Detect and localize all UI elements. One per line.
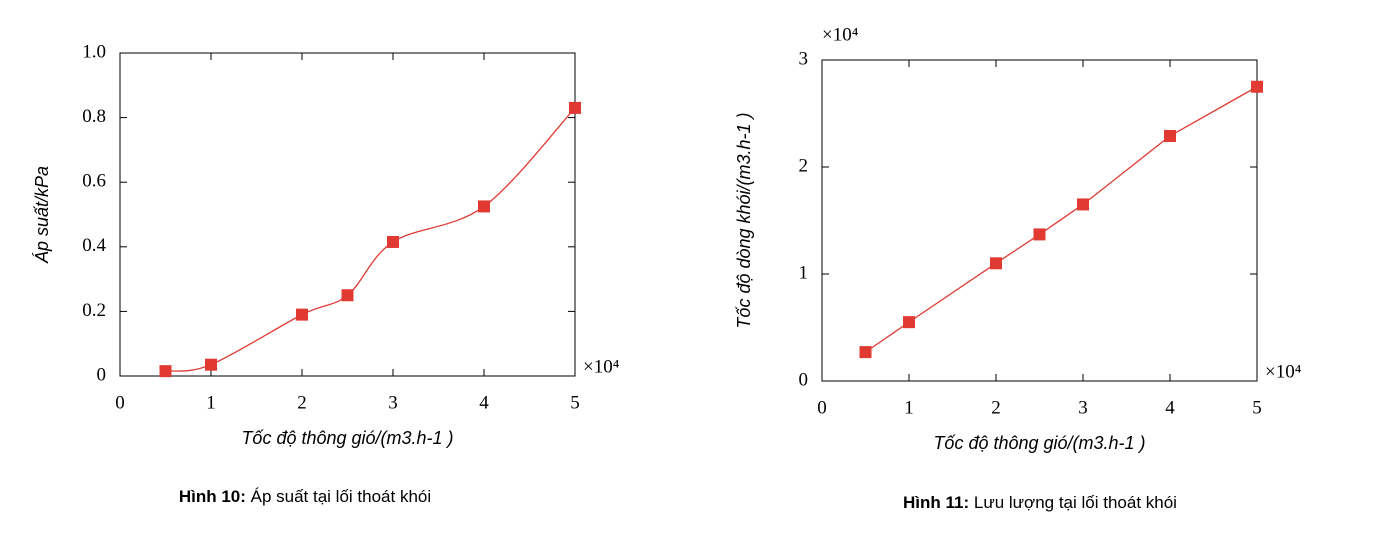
x-tick-label: 5 <box>1252 397 1262 418</box>
x-multiplier: ×10⁴ <box>1265 361 1302 382</box>
x-multiplier: ×10⁴ <box>583 356 620 377</box>
marker <box>387 235 399 248</box>
marker <box>478 200 490 213</box>
caption-text: Lưu lượng tại lối thoát khói <box>969 493 1177 512</box>
x-tick-label: 2 <box>297 392 307 413</box>
caption: Hình 10: Áp suất tại lối thoát khói <box>179 487 431 506</box>
x-tick-label: 5 <box>570 392 580 413</box>
x-tick-label: 3 <box>388 392 398 413</box>
marker <box>903 316 915 329</box>
y-tick-label: 0 <box>799 369 809 390</box>
y-tick-label: 0.4 <box>82 235 106 256</box>
x-axis-label: Tốc độ thông gió/(m3.h-1 ) <box>241 428 453 448</box>
y-tick-label: 0.6 <box>82 171 106 192</box>
x-tick-label: 0 <box>817 397 827 418</box>
x-axis-label: Tốc độ thông gió/(m3.h-1 ) <box>933 433 1145 453</box>
y-tick-label: 0.8 <box>82 106 106 127</box>
marker <box>1033 228 1046 241</box>
x-tick-label: 2 <box>991 397 1001 418</box>
x-tick-label: 0 <box>115 392 125 413</box>
y-axis-label: Áp suất/kPa <box>32 166 52 264</box>
y-tick-label: 0.2 <box>82 300 106 321</box>
marker <box>296 308 308 321</box>
caption-text: Áp suất tại lối thoát khói <box>246 487 431 506</box>
marker <box>1251 80 1263 93</box>
y-tick-label: 1 <box>799 262 809 283</box>
caption: Hình 11: Lưu lượng tại lối thoát khói <box>903 493 1177 512</box>
caption-label: Hình 11: <box>903 493 969 512</box>
x-tick-label: 4 <box>479 392 489 413</box>
y-tick-label: 1.0 <box>82 41 106 62</box>
line <box>165 107 576 372</box>
y-tick-label: 0 <box>97 364 107 385</box>
marker <box>990 257 1002 270</box>
marker <box>1077 198 1089 211</box>
y-axis-label: Tốc độ dòng khói/(m3.h-1 ) <box>734 112 754 328</box>
plot-frame <box>821 59 1258 382</box>
marker <box>159 365 172 378</box>
caption-label: Hình 10: <box>179 487 246 506</box>
plot-frame <box>119 52 576 377</box>
marker <box>205 358 217 371</box>
x-tick-label: 1 <box>206 392 216 413</box>
x-tick-label: 3 <box>1078 397 1088 418</box>
y-tick-label: 2 <box>799 155 809 176</box>
y-tick-label: 3 <box>799 48 809 69</box>
x-tick-label: 4 <box>1165 397 1175 418</box>
marker <box>1164 129 1176 142</box>
marker <box>859 346 872 359</box>
marker <box>569 101 581 114</box>
y-multiplier: ×10⁴ <box>822 24 859 45</box>
line <box>865 86 1258 353</box>
marker <box>341 289 354 302</box>
x-tick-label: 1 <box>904 397 914 418</box>
